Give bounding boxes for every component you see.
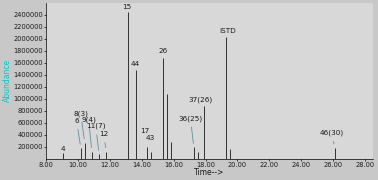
Text: 36(25): 36(25) [178, 115, 203, 143]
Text: 8(3): 8(3) [73, 110, 88, 139]
Y-axis label: Abundance: Abundance [3, 59, 12, 102]
Text: 43: 43 [145, 135, 155, 141]
Text: ISTD: ISTD [220, 28, 236, 34]
Text: 9(4): 9(4) [81, 116, 96, 148]
Text: 44: 44 [131, 61, 140, 67]
Text: 11(7): 11(7) [86, 123, 105, 150]
Text: 4: 4 [61, 147, 65, 152]
Text: 46(30): 46(30) [319, 129, 344, 144]
Text: 15: 15 [122, 3, 132, 10]
Text: 26: 26 [158, 48, 167, 55]
Text: 6: 6 [74, 118, 80, 144]
Text: 37(26): 37(26) [188, 96, 212, 103]
Text: 12: 12 [99, 131, 108, 148]
X-axis label: Time-->: Time--> [194, 168, 225, 177]
Text: 17: 17 [141, 128, 150, 134]
